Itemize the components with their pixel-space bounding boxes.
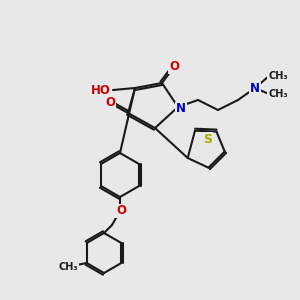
Text: O: O <box>116 205 126 218</box>
Text: N: N <box>176 103 186 116</box>
Text: N: N <box>250 82 260 94</box>
Text: CH₃: CH₃ <box>59 262 79 272</box>
Text: O: O <box>105 95 115 109</box>
Text: CH₃: CH₃ <box>268 89 288 99</box>
Text: S: S <box>203 133 212 146</box>
Text: HO: HO <box>91 83 111 97</box>
Text: CH₃: CH₃ <box>268 71 288 81</box>
Text: O: O <box>169 61 179 74</box>
